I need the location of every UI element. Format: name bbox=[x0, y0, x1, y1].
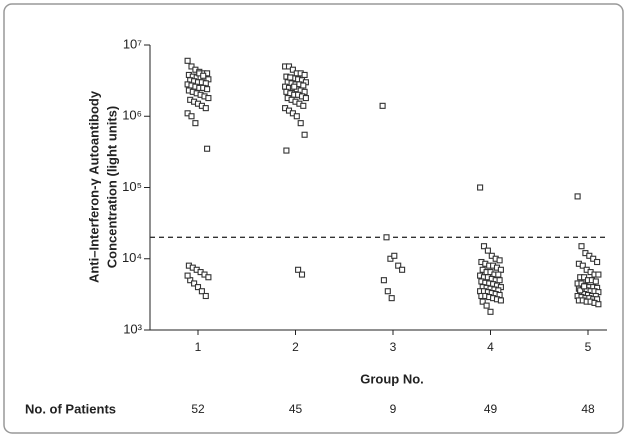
data-point bbox=[192, 120, 199, 127]
y-tick-label: 10⁴ bbox=[122, 250, 142, 265]
data-point bbox=[384, 288, 391, 295]
data-point bbox=[577, 287, 584, 294]
data-point bbox=[595, 301, 602, 308]
x-axis-label: Group No. bbox=[360, 371, 424, 386]
data-point bbox=[283, 147, 290, 154]
data-point bbox=[595, 271, 602, 278]
data-point bbox=[480, 243, 488, 250]
x-tick-label: 4 bbox=[487, 340, 494, 354]
data-point bbox=[297, 120, 304, 127]
data-point bbox=[399, 266, 406, 273]
data-point bbox=[287, 74, 294, 81]
data-point bbox=[205, 95, 212, 102]
data-point bbox=[487, 308, 494, 315]
data-point bbox=[302, 95, 309, 102]
data-point bbox=[188, 63, 195, 70]
data-point bbox=[202, 105, 209, 112]
data-point bbox=[301, 131, 308, 138]
data-point bbox=[204, 145, 211, 152]
data-point bbox=[388, 295, 395, 302]
data-point bbox=[202, 292, 209, 300]
data-point bbox=[184, 272, 191, 279]
patient-count: 48 bbox=[581, 402, 595, 416]
patient-count: 52 bbox=[191, 402, 205, 416]
data-point bbox=[295, 266, 302, 273]
y-tick-label: 10³ bbox=[123, 321, 142, 336]
x-tick-label: 3 bbox=[390, 340, 397, 354]
data-point bbox=[590, 255, 597, 262]
data-point bbox=[293, 113, 300, 120]
data-point bbox=[300, 82, 307, 89]
data-point bbox=[594, 258, 601, 266]
data-point bbox=[477, 184, 484, 191]
data-point bbox=[581, 283, 588, 290]
data-point bbox=[497, 297, 504, 304]
data-point bbox=[285, 63, 293, 70]
y-tick-label: 10⁶ bbox=[122, 108, 142, 123]
data-point bbox=[191, 280, 198, 287]
data-point bbox=[380, 277, 387, 284]
data-point bbox=[479, 298, 486, 305]
data-point bbox=[379, 102, 386, 109]
data-point bbox=[300, 102, 307, 109]
data-point bbox=[188, 113, 195, 120]
data-point bbox=[289, 66, 296, 73]
data-point bbox=[592, 278, 599, 285]
data-point bbox=[205, 274, 212, 281]
patient-count: 9 bbox=[390, 402, 397, 416]
x-tick-label: 2 bbox=[292, 340, 299, 354]
data-point bbox=[483, 302, 490, 309]
x-tick-label: 1 bbox=[195, 340, 202, 354]
data-point bbox=[578, 243, 585, 250]
x-tick-label: 5 bbox=[585, 340, 592, 354]
data-point bbox=[291, 83, 298, 90]
data-point bbox=[198, 288, 205, 295]
data-point bbox=[391, 252, 398, 259]
data-point bbox=[298, 271, 306, 278]
y-tick-label: 10⁵ bbox=[122, 179, 142, 194]
data-point bbox=[484, 247, 491, 254]
data-point bbox=[496, 257, 503, 264]
data-point bbox=[395, 262, 402, 269]
y-axis-label: Concentration (light units) bbox=[104, 106, 119, 268]
data-point bbox=[574, 193, 581, 200]
frame bbox=[3, 3, 624, 434]
data-point bbox=[194, 284, 202, 291]
data-point bbox=[495, 271, 502, 278]
data-point bbox=[184, 57, 191, 64]
data-point bbox=[383, 234, 390, 241]
data-point bbox=[579, 262, 586, 269]
data-point bbox=[200, 72, 207, 79]
patients-label: No. of Patients bbox=[25, 401, 116, 416]
data-point bbox=[496, 277, 503, 284]
y-axis-label: Anti–Interferon-γ Autoantibody bbox=[86, 90, 101, 283]
data-point bbox=[204, 86, 211, 93]
patient-count: 49 bbox=[484, 402, 498, 416]
patient-count: 45 bbox=[289, 402, 303, 416]
data-point bbox=[301, 71, 308, 78]
y-tick-label: 10⁷ bbox=[123, 36, 142, 51]
